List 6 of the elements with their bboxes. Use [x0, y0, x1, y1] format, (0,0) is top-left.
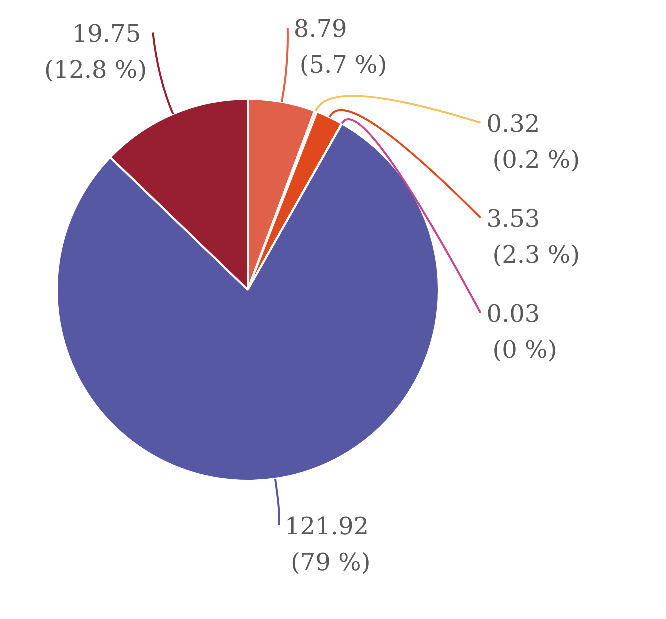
data-label: 0.03 (0 %) — [486, 300, 558, 364]
data-label: 8.79 (5.7 %) — [294, 15, 388, 80]
data-label: 19.75 (12.8 %) — [44, 20, 148, 84]
data-label: 0.32 (0.2 %) — [486, 110, 580, 174]
data-label: 121.92 (79 %) — [285, 512, 371, 576]
data-label: 3.53 (2.3 %) — [486, 205, 580, 270]
